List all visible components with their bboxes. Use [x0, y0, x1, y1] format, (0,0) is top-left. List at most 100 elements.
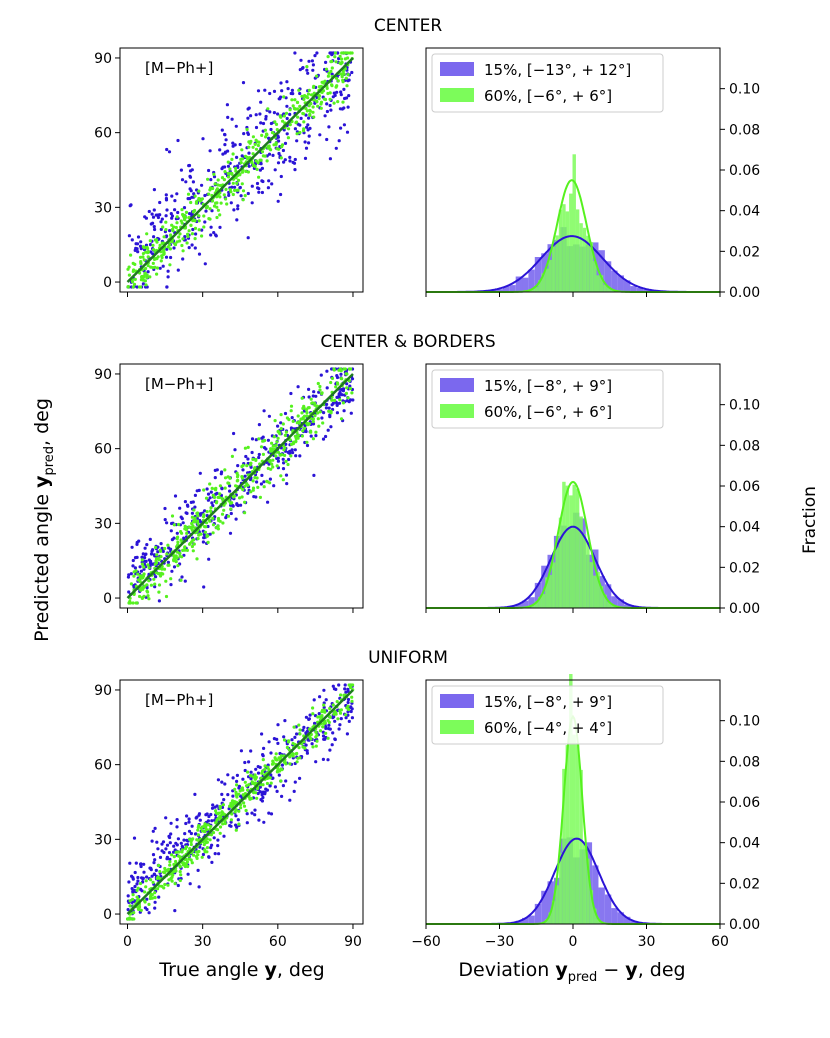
scatter-point [239, 503, 243, 507]
scatter-point [344, 716, 348, 720]
scatter-point [132, 911, 136, 915]
scatter-point [247, 164, 251, 168]
scatter-point [250, 796, 254, 801]
scatter-point [299, 417, 303, 421]
xlabel-left-main: True angle [158, 959, 264, 981]
scatter-point [249, 749, 253, 753]
scatter-point [131, 601, 135, 605]
scatter-point [306, 738, 310, 742]
scatter-point [211, 516, 215, 521]
scatter-point [180, 850, 184, 854]
scatter-point [273, 120, 277, 124]
scatter-point [216, 524, 220, 528]
scatter-point [234, 790, 238, 794]
scatter-point [215, 500, 219, 504]
scatter-point [163, 506, 167, 511]
scatter-point [330, 72, 334, 76]
scatter-point [139, 862, 143, 866]
scatter-point [321, 757, 325, 762]
scatter-point [246, 236, 250, 240]
scatter-point [339, 377, 343, 381]
scatter-point [185, 511, 189, 515]
scatter-point [243, 511, 247, 515]
scatter-point [220, 128, 224, 132]
scatter-point [285, 104, 289, 108]
histogram-bar [617, 599, 624, 608]
scatter-point [251, 135, 255, 139]
scatter-point [217, 811, 221, 815]
scatter-point [327, 723, 331, 727]
histogram-bar [604, 894, 612, 924]
scatter-point [297, 421, 301, 425]
scatter-point [327, 125, 331, 129]
scatter-point [197, 189, 201, 193]
scatter-point [351, 398, 355, 402]
histogram-bar [538, 596, 542, 608]
scatter-point [333, 55, 337, 59]
scatter-point [141, 876, 145, 880]
scatter-point [283, 433, 287, 437]
scatter-point [290, 738, 294, 742]
scatter-point [302, 120, 306, 124]
scatter-point [273, 419, 277, 423]
scatter-point [260, 436, 264, 440]
scatter-point [270, 182, 274, 186]
y-tick-label: 60 [94, 442, 112, 458]
scatter-point [282, 114, 286, 118]
scatter-frame [119, 363, 364, 609]
scatter-point [268, 460, 272, 464]
scatter-point [208, 838, 212, 842]
y-tick-label: 90 [94, 51, 112, 67]
scatter-point [130, 545, 134, 549]
scatter-point [253, 476, 257, 480]
xlabel-right: Deviation ypred − y, deg [458, 959, 685, 985]
scatter-point [309, 430, 313, 434]
scatter-point [295, 100, 300, 104]
scatter-point [223, 819, 227, 823]
scatter-point [227, 499, 231, 503]
scatter-point [135, 247, 139, 251]
section-title-center: CENTER [374, 16, 442, 36]
scatter-point [277, 97, 281, 101]
scatter-point [126, 908, 130, 912]
histogram-bar [555, 547, 559, 608]
scatter-point [301, 66, 305, 70]
scatter-point [150, 212, 154, 216]
scatter-point [213, 852, 217, 856]
scatter-point [302, 725, 306, 730]
scatter-point [142, 274, 146, 278]
scatter-point [230, 799, 235, 803]
scatter-point [314, 394, 318, 398]
scatter-point [127, 917, 131, 921]
scatter-point [200, 829, 204, 833]
scatter-point [153, 858, 157, 862]
scatter-point [190, 232, 194, 236]
xlabel-right-minus: − [597, 959, 625, 981]
scatter-point [236, 188, 240, 192]
scatter-point [229, 201, 233, 205]
scatter-point [218, 484, 222, 488]
scatter-point [310, 59, 314, 63]
scatter-point [338, 54, 342, 58]
scatter-point [141, 255, 145, 259]
scatter-point [136, 875, 140, 880]
scatter-point [228, 188, 232, 192]
scatter-point [170, 216, 174, 220]
scatter-point [143, 215, 147, 219]
scatter-point [193, 505, 197, 509]
scatter-point [187, 829, 192, 833]
scatter-point [133, 277, 137, 281]
scatter-point [158, 213, 162, 217]
scatter-point [197, 228, 201, 232]
scatter-point [335, 411, 339, 415]
scatter-point [329, 380, 333, 385]
scatter-point [207, 855, 211, 859]
histogram-bar [582, 534, 587, 608]
scatter-point [191, 525, 195, 529]
histogram-bar [490, 289, 497, 292]
scatter-point [304, 146, 309, 150]
scatter-point [279, 779, 283, 783]
scatter-point [170, 521, 174, 526]
scatter-point [192, 192, 196, 196]
scatter-point [277, 773, 281, 777]
